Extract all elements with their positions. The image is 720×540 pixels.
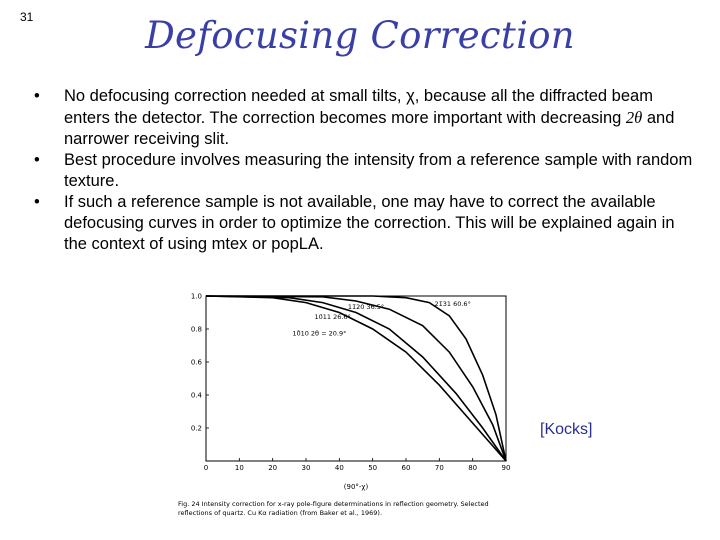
bullet-item: • No defocusing correction needed at sma… xyxy=(34,86,694,150)
series-line xyxy=(205,295,507,462)
bullet-marker: • xyxy=(34,193,40,211)
x-tick-label: 70 xyxy=(435,464,444,472)
series-label: 11̄20 36.5° xyxy=(348,303,384,311)
series-label: 21̄31 60.6° xyxy=(434,300,470,308)
y-tick-label: 0.4 xyxy=(191,392,203,400)
x-tick-label: 50 xyxy=(368,464,377,472)
bullet-text: If such a reference sample is not availa… xyxy=(64,193,675,253)
y-tick-label: 0.8 xyxy=(191,326,202,334)
y-tick-label: 1.0 xyxy=(191,293,202,301)
series-label: 10̄10 2θ = 20.9° xyxy=(292,328,346,337)
chart-caption: Fig. 24 Intensity correction for x-ray p… xyxy=(178,500,491,517)
bullet-item: • If such a reference sample is not avai… xyxy=(34,192,694,255)
defocusing-chart: 0.2 0.4 0.6 0.8 1.0 0 10 20 30 40 50 60 70 80 90 10̄1… xyxy=(178,293,511,518)
series-line xyxy=(205,295,507,462)
series-line xyxy=(206,295,507,462)
slide-number: 31 xyxy=(20,10,34,24)
x-tick-label: 20 xyxy=(268,464,277,472)
series-label: 10̄11 26.6° xyxy=(314,313,350,321)
x-tick-label: 40 xyxy=(335,464,344,472)
chi-symbol: χ xyxy=(406,87,415,105)
x-tick-label: 80 xyxy=(468,464,477,472)
bullet-marker: • xyxy=(34,151,40,169)
bullet-text: Best procedure involves measuring the in… xyxy=(64,151,693,190)
citation: [Kocks] xyxy=(540,421,593,438)
bullet-text: , because all the diffracted beam enters… xyxy=(64,87,653,127)
bullet-list: • No defocusing correction needed at sma… xyxy=(34,86,694,255)
x-tick-label: 30 xyxy=(302,464,311,472)
y-tick-label: 0.6 xyxy=(191,359,203,367)
x-tick-label: 90 xyxy=(502,464,511,472)
bullet-marker: • xyxy=(34,87,40,105)
series-line xyxy=(205,295,507,462)
two-theta-symbol: 2θ xyxy=(625,108,643,127)
bullet-item: • Best procedure involves measuring the … xyxy=(34,150,694,192)
x-tick-label: 0 xyxy=(204,464,208,472)
x-tick-label: 10 xyxy=(235,464,244,472)
x-axis-label: (90°-χ) xyxy=(344,483,369,491)
x-tick-label: 60 xyxy=(402,464,411,472)
bullet-text: and narrower receiving slit. xyxy=(64,109,675,148)
y-tick-label: 0.2 xyxy=(191,425,202,433)
bullet-text: No defocusing correction needed at small… xyxy=(64,87,407,105)
slide-title: Defocusing Correction xyxy=(145,14,575,57)
